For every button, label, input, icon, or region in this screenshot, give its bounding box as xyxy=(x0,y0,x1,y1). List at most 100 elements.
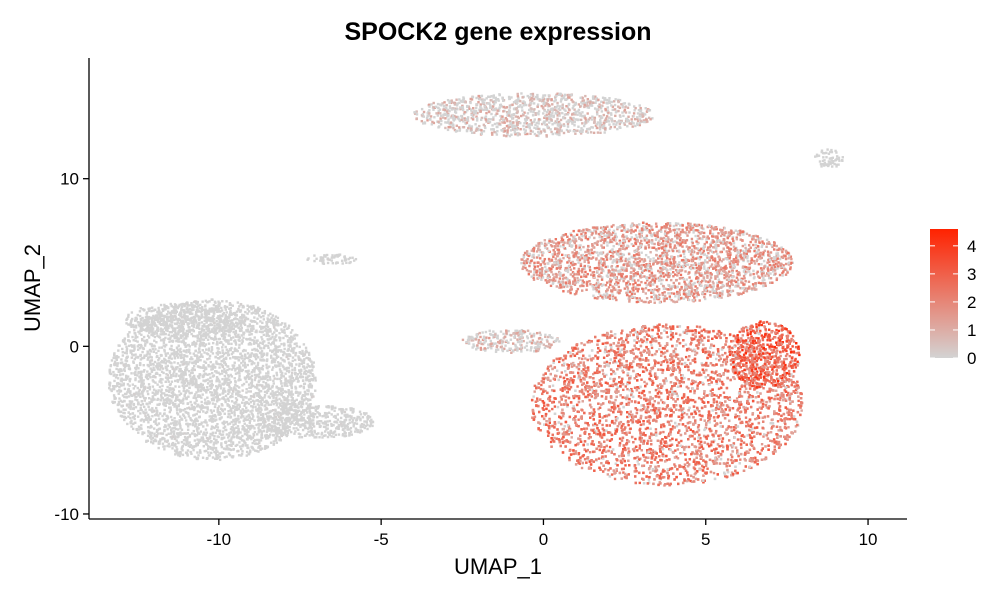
cell-point xyxy=(188,345,191,348)
cell-point xyxy=(194,393,197,396)
cell-point xyxy=(142,420,146,423)
cell-point xyxy=(210,348,214,351)
cell-point xyxy=(130,356,133,359)
cell-point xyxy=(210,379,213,383)
cell-point xyxy=(177,441,180,444)
cell-point xyxy=(180,360,183,364)
cell-point xyxy=(281,431,284,434)
cell-point xyxy=(130,372,133,375)
cell-point xyxy=(188,328,191,332)
cell-point xyxy=(179,347,182,351)
cell-point xyxy=(164,308,167,311)
cell-point xyxy=(221,369,224,373)
cell-point xyxy=(186,310,190,314)
cell-point xyxy=(176,398,179,401)
cell-point xyxy=(114,357,118,360)
cell-point xyxy=(223,382,226,385)
cell-point xyxy=(167,432,170,435)
cell-point xyxy=(131,427,135,431)
cell-point xyxy=(185,432,188,435)
cell-point xyxy=(230,352,234,356)
cell-point xyxy=(521,109,524,112)
cell-point xyxy=(212,394,216,397)
cell-point xyxy=(170,334,173,338)
cell-point xyxy=(193,425,197,428)
cell-point xyxy=(113,363,116,367)
cell-point xyxy=(208,330,211,333)
cell-point xyxy=(310,427,313,430)
cell-point xyxy=(242,419,246,422)
cell-point xyxy=(250,380,254,383)
cell-point xyxy=(135,398,139,402)
cell-point xyxy=(284,402,287,405)
cell-point xyxy=(200,396,203,399)
cell-point xyxy=(291,379,294,383)
cell-point xyxy=(129,321,133,325)
cell-point xyxy=(210,317,213,321)
cell-point xyxy=(127,415,130,418)
cell-point xyxy=(300,352,303,355)
cell-point xyxy=(240,316,243,320)
cell-point xyxy=(144,397,147,400)
cell-point xyxy=(352,425,355,428)
cell-point xyxy=(283,431,286,435)
cell-point xyxy=(116,403,120,407)
cell-point xyxy=(290,413,294,416)
cell-point xyxy=(209,432,212,436)
cell-point xyxy=(247,369,250,373)
cell-point xyxy=(606,119,609,123)
cell-point xyxy=(239,324,242,327)
cell-point xyxy=(263,400,266,404)
cell-point xyxy=(231,395,234,398)
cell-point xyxy=(494,98,498,102)
cell-point xyxy=(307,378,310,382)
cell-point xyxy=(216,407,220,410)
cell-point xyxy=(207,333,210,336)
cell-point xyxy=(175,352,179,355)
cell-point xyxy=(283,322,287,325)
cell-point xyxy=(250,325,253,328)
cell-point xyxy=(278,423,282,427)
cell-point xyxy=(172,349,176,352)
cell-point xyxy=(260,447,264,450)
cell-point xyxy=(237,346,241,349)
cell-point xyxy=(179,328,182,332)
cell-point xyxy=(202,338,206,341)
cell-point xyxy=(191,328,194,332)
cell-point xyxy=(334,427,338,430)
cell-point xyxy=(183,333,186,336)
cell-point xyxy=(199,359,202,362)
cell-point xyxy=(108,370,112,374)
cell-point xyxy=(187,415,191,418)
cell-point xyxy=(269,403,272,406)
cell-point xyxy=(144,354,148,357)
cell-point xyxy=(175,407,179,410)
cell-point xyxy=(142,364,145,367)
cell-point xyxy=(191,407,195,411)
cell-point xyxy=(212,443,215,446)
cell-point xyxy=(173,444,176,447)
cell-point xyxy=(142,405,146,409)
cell-point xyxy=(179,334,182,337)
cell-point xyxy=(193,382,196,386)
cell-point xyxy=(567,111,570,115)
cell-point xyxy=(229,348,232,352)
cell-point xyxy=(117,356,120,359)
cell-point xyxy=(308,434,311,437)
cell-point xyxy=(249,328,253,331)
cell-point xyxy=(157,312,160,316)
cell-point xyxy=(228,330,231,334)
cell-point xyxy=(231,441,235,444)
cell-point xyxy=(148,348,152,352)
cell-point xyxy=(259,411,262,414)
cell-point xyxy=(285,418,288,421)
cell-point xyxy=(236,356,240,359)
cell-point xyxy=(234,349,237,353)
cell-point xyxy=(167,319,170,323)
cell-point xyxy=(205,300,209,304)
cell-point xyxy=(266,358,269,361)
cell-point xyxy=(115,362,118,365)
cell-point xyxy=(245,329,248,332)
cell-point xyxy=(261,413,265,416)
cell-point xyxy=(146,413,150,417)
